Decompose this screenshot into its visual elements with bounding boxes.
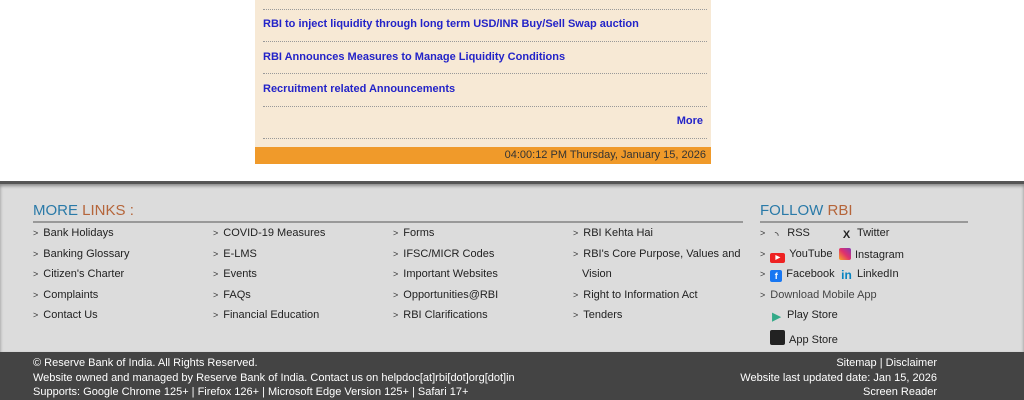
chevron-right-icon: > bbox=[573, 228, 579, 238]
footer-link[interactable]: > Financial Education bbox=[213, 309, 320, 321]
divider bbox=[263, 106, 707, 107]
footer-link[interactable]: > Forms bbox=[393, 227, 435, 239]
play-store-link[interactable]: ▶ Play Store bbox=[770, 309, 837, 323]
facebook-icon: f bbox=[770, 270, 783, 282]
chevron-right-icon: > bbox=[393, 269, 399, 279]
supports-text: Supports: Google Chrome 125+ | Firefox 1… bbox=[33, 386, 469, 398]
chevron-right-icon: > bbox=[213, 310, 219, 320]
chevron-right-icon: > bbox=[393, 310, 399, 320]
footer-link[interactable]: > COVID-19 Measures bbox=[213, 227, 326, 239]
footer-link[interactable]: > Right to Information Act bbox=[573, 288, 698, 301]
footer-link[interactable]: > RBI's Core Purpose, Values and bbox=[573, 247, 741, 260]
footer-link[interactable]: > E-LMS bbox=[213, 247, 257, 260]
chevron-right-icon: > bbox=[213, 289, 219, 300]
chevron-right-icon: > bbox=[33, 269, 39, 279]
copyright: © Reserve Bank of India. All Rights Rese… bbox=[33, 357, 258, 369]
news-link[interactable]: RBI to inject liquidity through long ter… bbox=[263, 18, 639, 30]
chevron-right-icon: > bbox=[213, 269, 219, 279]
footer-link[interactable]: > Events bbox=[213, 268, 257, 280]
download-app-label: > Download Mobile App bbox=[760, 289, 877, 301]
footer-link[interactable]: > Bank Holidays bbox=[33, 227, 114, 239]
rss-link[interactable]: > ◝ RSS bbox=[760, 227, 810, 240]
footer-link[interactable]: > Important Websites bbox=[393, 268, 498, 280]
divider bbox=[263, 138, 707, 139]
chevron-right-icon: > bbox=[33, 228, 39, 238]
news-panel: RBI to inject liquidity through long ter… bbox=[255, 0, 711, 147]
footer-links-right: Sitemap | Disclaimer bbox=[836, 357, 937, 369]
chevron-right-icon: > bbox=[213, 248, 219, 259]
instagram-link[interactable]: Instagram bbox=[839, 248, 904, 261]
separator: | bbox=[879, 357, 883, 369]
screen-reader-link[interactable]: Screen Reader bbox=[863, 386, 937, 398]
news-link[interactable]: RBI Announces Measures to Manage Liquidi… bbox=[263, 51, 566, 63]
footer-link[interactable]: > Complaints bbox=[33, 288, 99, 301]
bottom-bar: © Reserve Bank of India. All Rights Rese… bbox=[0, 352, 1024, 400]
sitemap-link[interactable]: Sitemap bbox=[836, 357, 877, 369]
footer-link[interactable]: > Opportunities@RBI bbox=[393, 288, 499, 301]
disclaimer-link[interactable]: Disclaimer bbox=[885, 357, 937, 369]
footer-link[interactable]: > IFSC/MICR Codes bbox=[393, 247, 495, 260]
youtube-icon: ▶ bbox=[770, 253, 786, 263]
footer-link[interactable]: > Tenders bbox=[573, 309, 623, 321]
chevron-right-icon: > bbox=[393, 248, 399, 259]
clock-bar: 04:00:12 PM Thursday, January 15, 2026 bbox=[255, 147, 711, 164]
linkedin-icon: in bbox=[841, 268, 852, 282]
chevron-right-icon: > bbox=[573, 289, 579, 300]
footer-link[interactable]: > Citizen's Charter bbox=[33, 268, 125, 280]
footer-link[interactable]: > RBI Kehta Hai bbox=[573, 227, 653, 239]
instagram-icon bbox=[839, 248, 851, 260]
footer-link[interactable]: > FAQs bbox=[213, 288, 251, 301]
more-link[interactable]: More bbox=[676, 115, 703, 127]
last-updated: Website last updated date: Jan 15, 2026 bbox=[740, 372, 937, 384]
owned-text: Website owned and managed by Reserve Ban… bbox=[33, 372, 515, 384]
facebook-link[interactable]: > f Facebook bbox=[760, 268, 835, 282]
footer-links: MORE LINKS : > Bank Holidays > Banking Glos… bbox=[0, 181, 1024, 352]
divider bbox=[263, 73, 707, 74]
chevron-right-icon: > bbox=[393, 289, 399, 300]
youtube-link[interactable]: > ▶ YouTube bbox=[760, 248, 833, 263]
divider bbox=[263, 41, 707, 42]
chevron-right-icon: > bbox=[573, 310, 579, 320]
news-link[interactable]: Recruitment related Announcements bbox=[263, 83, 456, 95]
app-store-link[interactable]: App Store bbox=[770, 330, 838, 346]
chevron-right-icon: > bbox=[33, 289, 39, 300]
footer-link[interactable]: > RBI Clarifications bbox=[393, 309, 488, 321]
chevron-right-icon: > bbox=[213, 228, 219, 238]
footer-link[interactable]: Vision bbox=[582, 268, 612, 280]
chevron-right-icon: > bbox=[393, 228, 399, 238]
more-links-heading: MORE LINKS : bbox=[33, 202, 134, 219]
follow-rbi-heading: FOLLOW RBI bbox=[760, 202, 853, 219]
divider bbox=[263, 9, 707, 10]
linkedin-link[interactable]: in LinkedIn bbox=[841, 268, 899, 282]
twitter-link[interactable]: X Twitter bbox=[840, 227, 890, 241]
chevron-right-icon: > bbox=[33, 248, 39, 259]
rss-icon: ◝ bbox=[775, 230, 779, 240]
footer-link[interactable]: > Contact Us bbox=[33, 309, 98, 321]
play-store-icon: ▶ bbox=[772, 311, 781, 323]
divider bbox=[760, 221, 968, 223]
x-icon: X bbox=[842, 229, 851, 241]
chevron-right-icon: > bbox=[33, 310, 39, 320]
footer-link[interactable]: > Banking Glossary bbox=[33, 247, 130, 260]
apple-icon bbox=[770, 330, 785, 345]
divider bbox=[33, 221, 743, 223]
chevron-right-icon: > bbox=[573, 248, 579, 259]
